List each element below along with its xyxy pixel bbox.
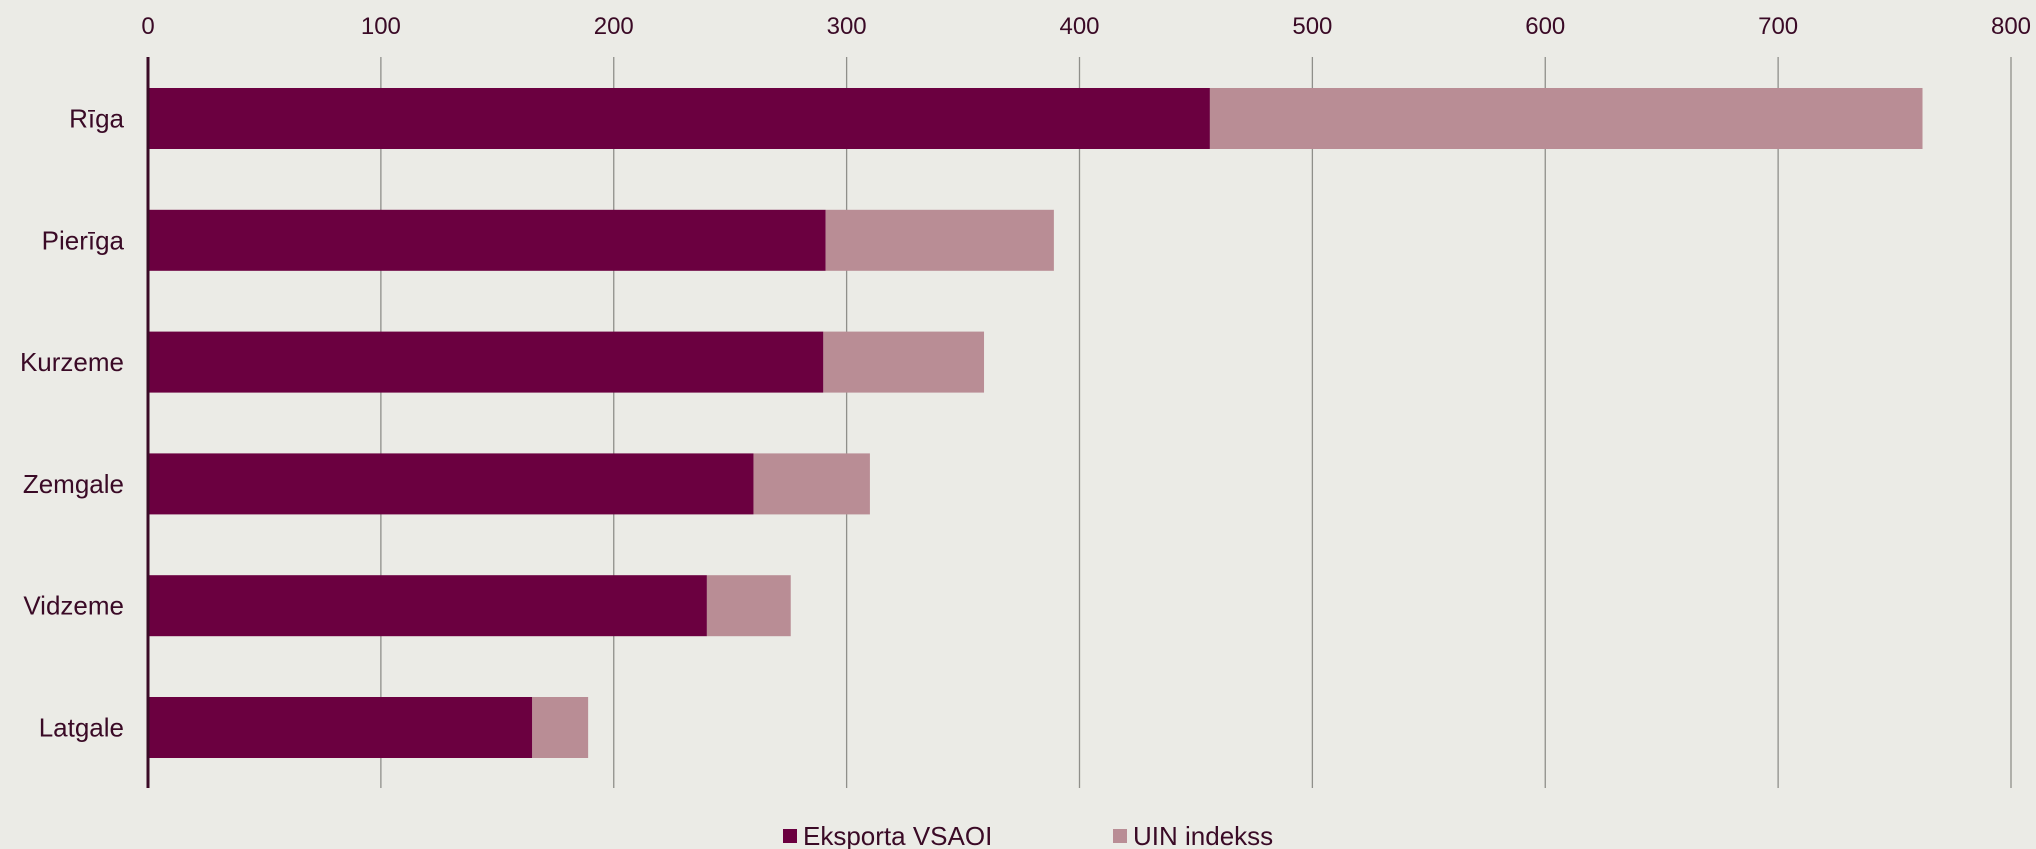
bar-eksporta-vsaoi-5 (148, 697, 533, 758)
bar-eksporta-vsaoi-3 (148, 453, 754, 515)
category-label: Latgale (39, 713, 124, 743)
x-tick-label: 100 (361, 13, 401, 40)
bar-uin-indekss-1 (825, 209, 1054, 271)
legend-swatch-uin-indekss (1113, 829, 1127, 843)
bar-eksporta-vsaoi-4 (148, 575, 707, 637)
bar-uin-indekss-0 (1209, 88, 1923, 149)
bar-eksporta-vsaoi-0 (148, 88, 1210, 149)
legend-label: UIN indekss (1133, 821, 1273, 849)
bar-uin-indekss-2 (823, 331, 985, 393)
x-tick-label: 400 (1059, 13, 1099, 40)
category-labels: Rīga Pierīga Kurzeme Zemgale Vidzeme Latgale (20, 104, 125, 743)
x-tick-label: 0 (141, 13, 154, 40)
category-label: Pierīga (42, 225, 125, 255)
category-label: Vidzeme (23, 591, 124, 621)
bar-uin-indekss-5 (532, 697, 589, 758)
category-label: Rīga (69, 104, 124, 134)
bar-eksporta-vsaoi-2 (148, 331, 824, 393)
x-tick-label: 300 (827, 13, 867, 40)
bar-uin-indekss-4 (706, 575, 791, 637)
category-label: Zemgale (23, 469, 124, 499)
legend: Eksporta VSAOI UIN indekss (783, 821, 1273, 849)
x-axis-ticks: 0 100 200 300 400 500 600 700 800 (141, 13, 2031, 40)
gridlines (380, 57, 2012, 788)
legend-label: Eksporta VSAOI (803, 821, 992, 849)
x-tick-label: 600 (1525, 13, 1565, 40)
bar-eksporta-vsaoi-1 (148, 209, 826, 271)
x-tick-label: 500 (1292, 13, 1332, 40)
x-tick-label: 200 (594, 13, 634, 40)
x-tick-label: 800 (1991, 13, 2031, 40)
x-tick-label: 700 (1758, 13, 1798, 40)
legend-swatch-eksporta-vsaoi (783, 829, 797, 843)
bar-uin-indekss-3 (753, 453, 870, 515)
bars (148, 88, 1923, 758)
category-label: Kurzeme (20, 347, 124, 377)
